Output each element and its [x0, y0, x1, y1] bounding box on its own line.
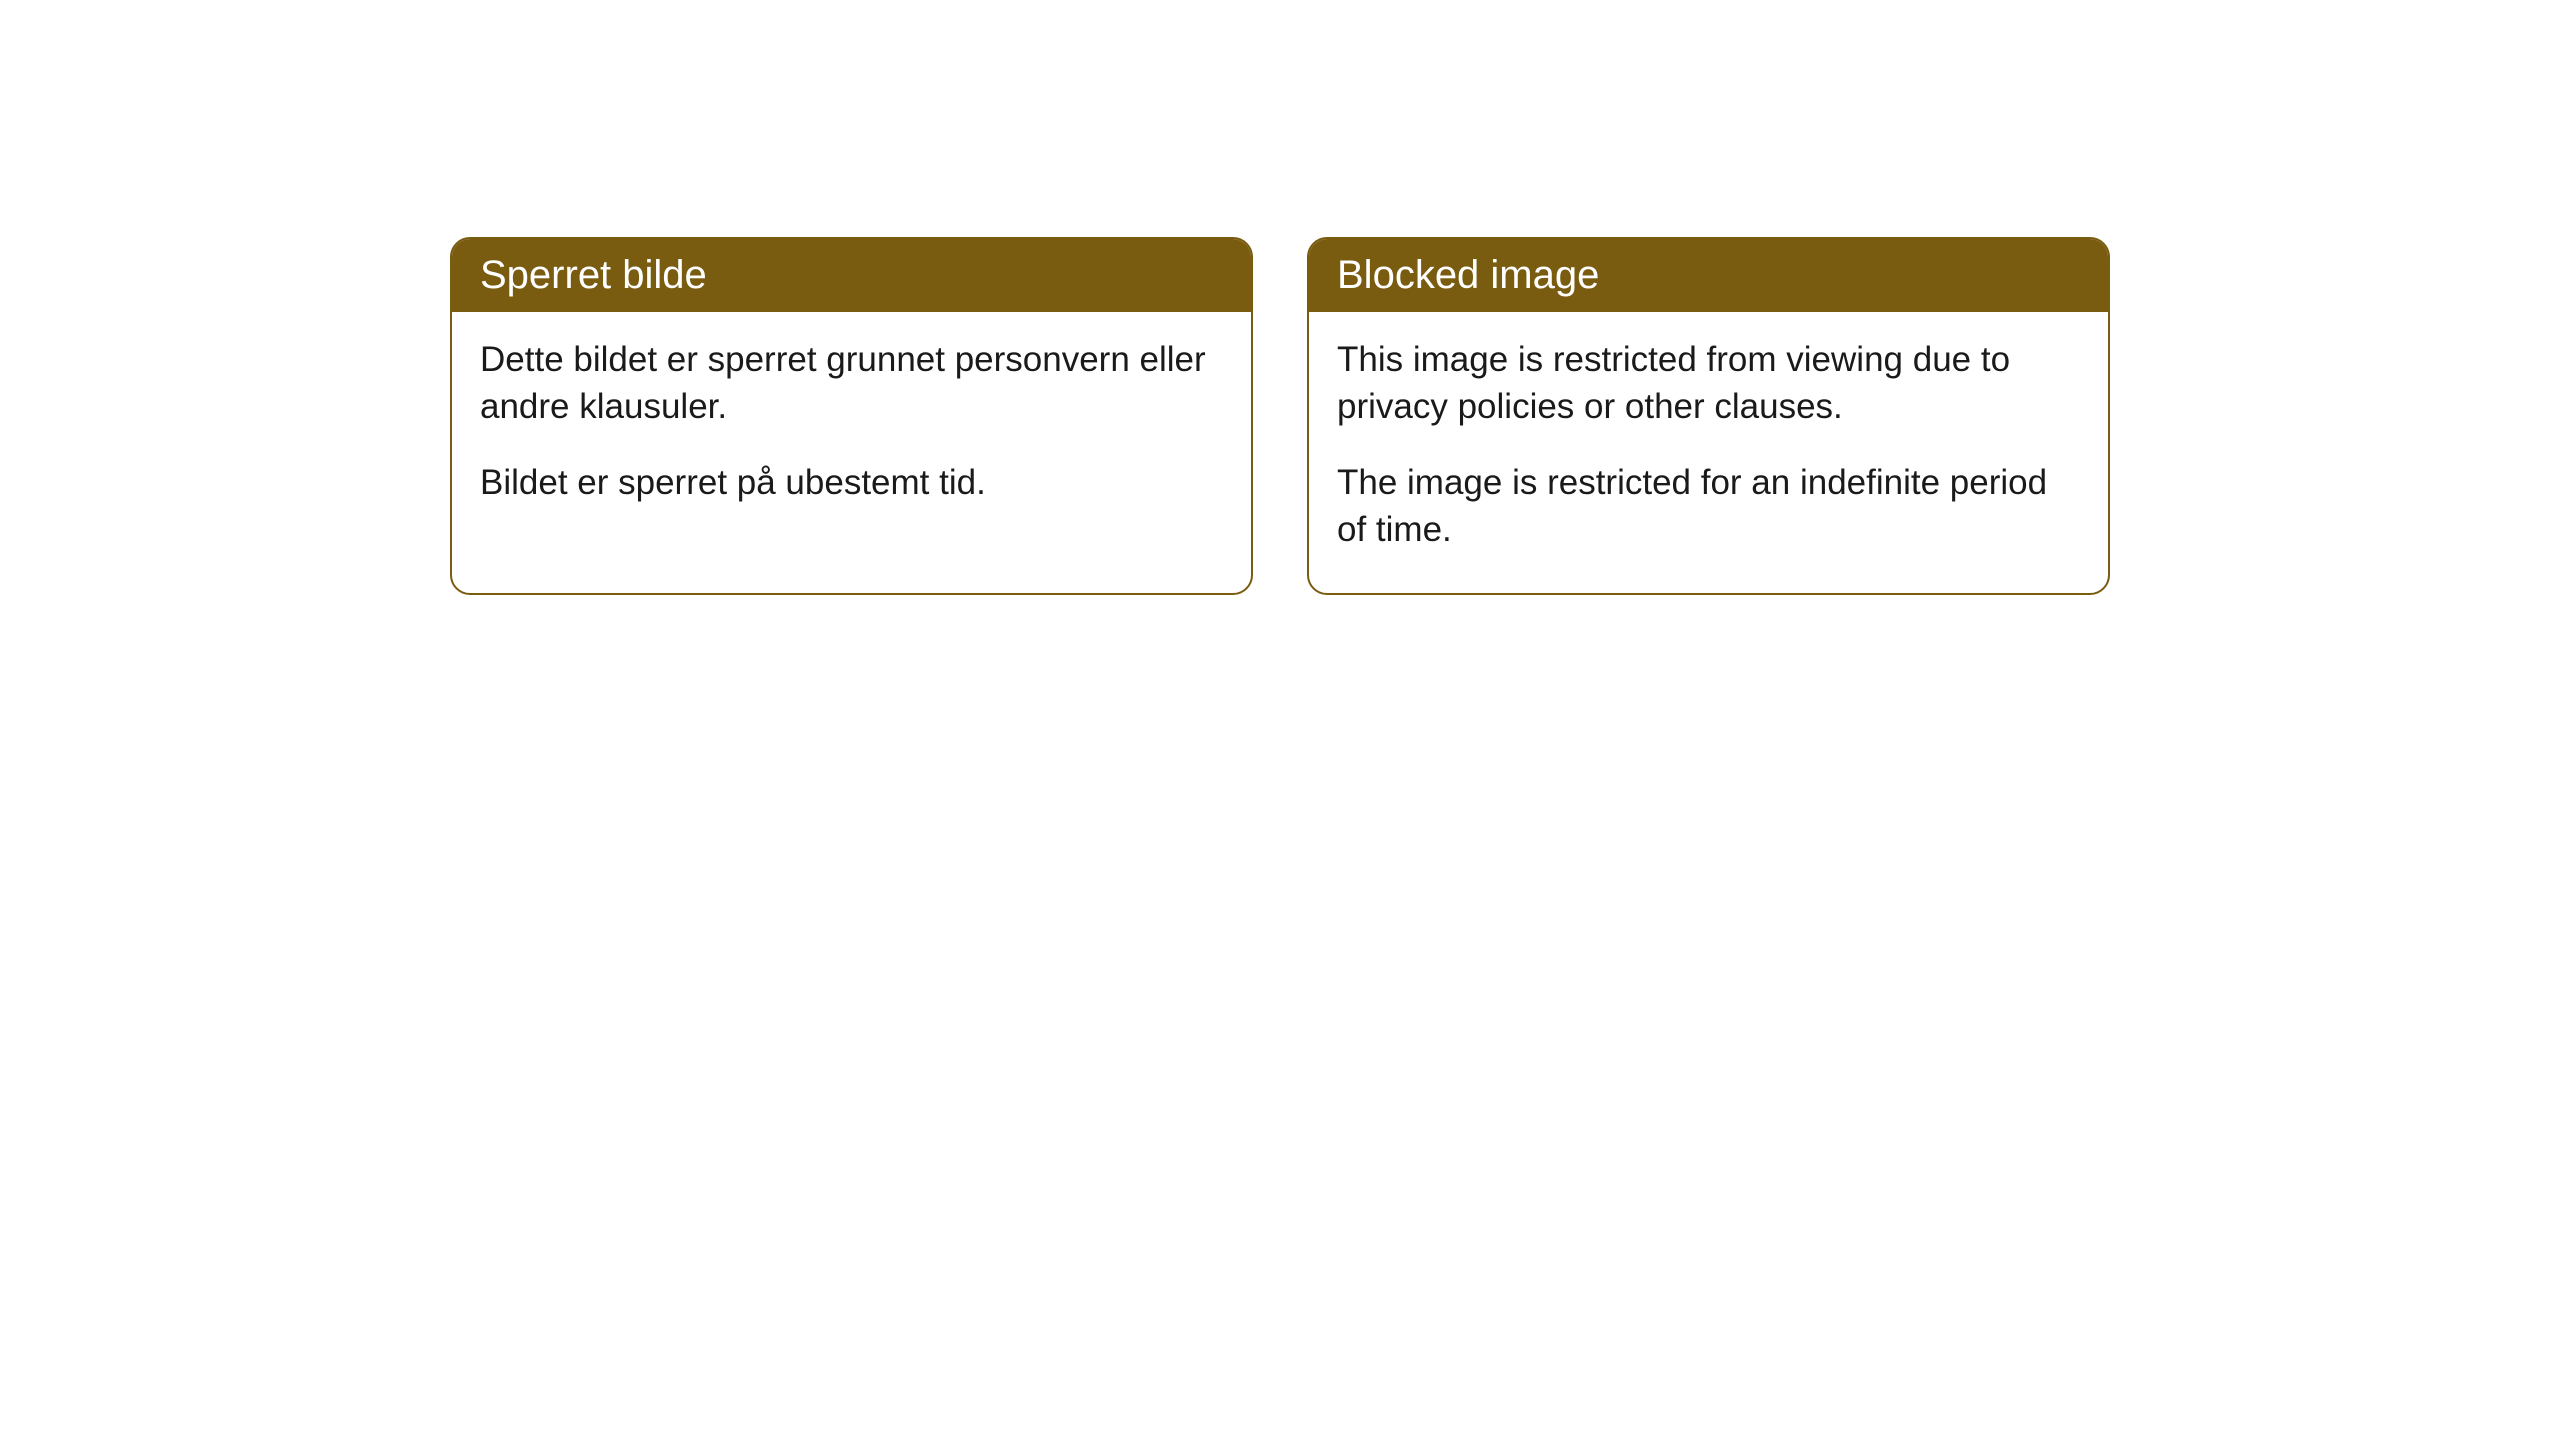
- card-header: Sperret bilde: [452, 239, 1251, 312]
- card-paragraph-2: The image is restricted for an indefinit…: [1337, 459, 2080, 554]
- card-body: Dette bildet er sperret grunnet personve…: [452, 312, 1251, 546]
- card-paragraph-2: Bildet er sperret på ubestemt tid.: [480, 459, 1223, 506]
- card-paragraph-1: Dette bildet er sperret grunnet personve…: [480, 336, 1223, 431]
- card-english: Blocked image This image is restricted f…: [1307, 237, 2110, 595]
- card-title: Sperret bilde: [480, 253, 707, 297]
- card-header: Blocked image: [1309, 239, 2108, 312]
- card-norwegian: Sperret bilde Dette bildet er sperret gr…: [450, 237, 1253, 595]
- card-body: This image is restricted from viewing du…: [1309, 312, 2108, 593]
- card-paragraph-1: This image is restricted from viewing du…: [1337, 336, 2080, 431]
- card-title: Blocked image: [1337, 253, 1599, 297]
- cards-container: Sperret bilde Dette bildet er sperret gr…: [450, 237, 2560, 595]
